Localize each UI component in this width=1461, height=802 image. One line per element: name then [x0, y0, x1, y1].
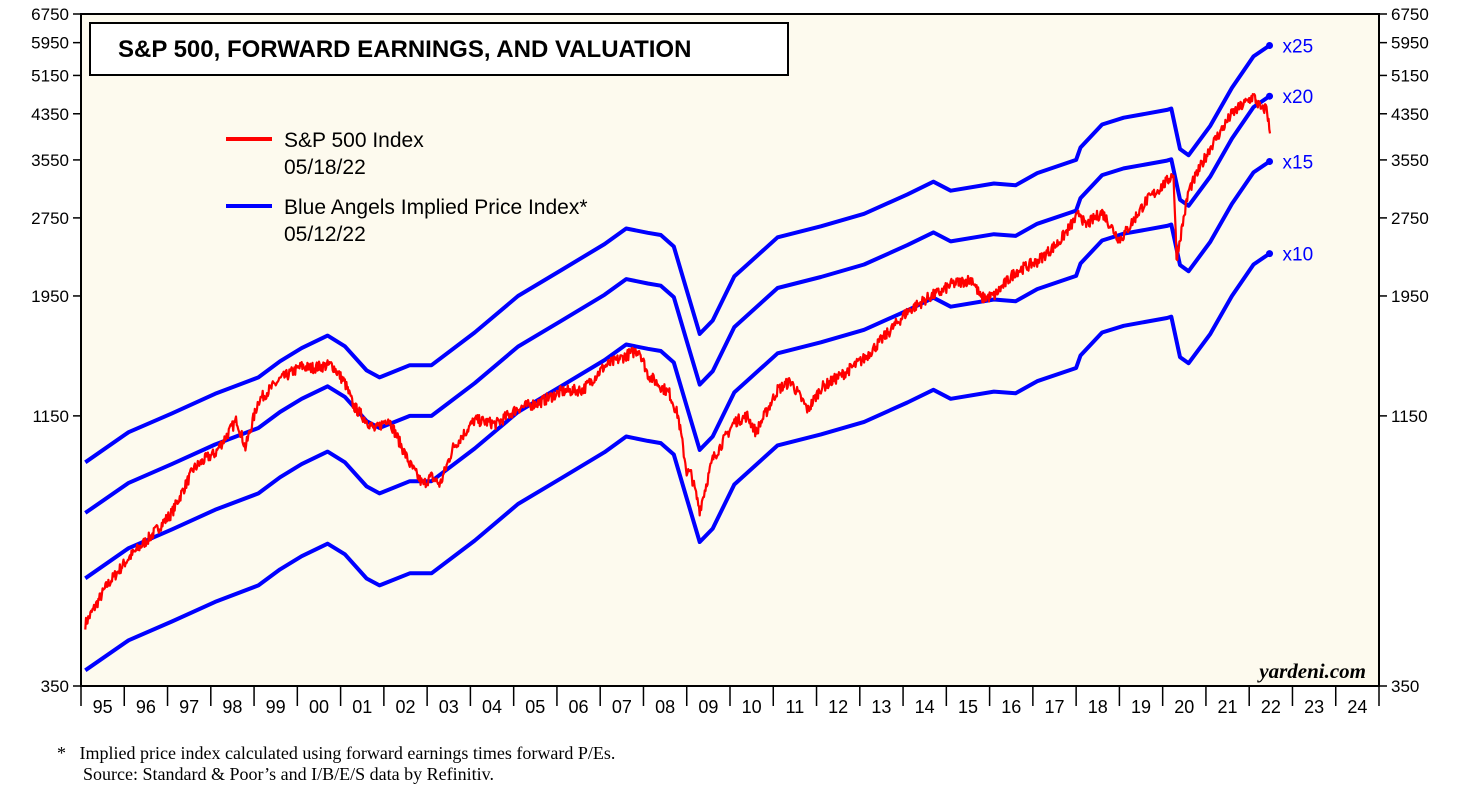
- x-tick-label: 23: [1304, 697, 1324, 717]
- y-tick-label-right: 3550: [1391, 151, 1429, 170]
- x-tick-label: 22: [1261, 697, 1281, 717]
- x-tick-label: 16: [1001, 697, 1021, 717]
- y-tick-label-right: 1950: [1391, 287, 1429, 306]
- y-tick-label-left: 2750: [31, 209, 69, 228]
- series-line-sp500: [84, 93, 1272, 630]
- y-tick-label-left: 5150: [31, 66, 69, 85]
- series-line-x20: [84, 94, 1271, 515]
- x-tick-label: 14: [915, 697, 935, 717]
- x-tick-label: 19: [1131, 697, 1151, 717]
- y-tick-label-right: 5950: [1391, 34, 1429, 53]
- x-tick-label: 99: [266, 697, 286, 717]
- x-tick-label: 09: [698, 697, 718, 717]
- legend: S&P 500 Index 05/18/22 Blue Angels Impli…: [226, 129, 588, 246]
- x-tick-label: 04: [482, 697, 502, 717]
- y-tick-label-left: 1950: [31, 287, 69, 306]
- x-tick-label: 06: [569, 697, 589, 717]
- chart-canvas: 350 350 1150 1150 1950 1950 2750 2750 3550 3550 43…: [31, 5, 1429, 717]
- series-line-x10: [84, 251, 1271, 672]
- axis-ticks: [73, 13, 1387, 706]
- title-box: S&P 500, FORWARD EARNINGS, AND VALUATION: [89, 22, 789, 76]
- chart-title: S&P 500, FORWARD EARNINGS, AND VALUATION: [118, 36, 691, 63]
- y-tick-label-left: 350: [41, 677, 69, 696]
- multiplier-label-x20: x20: [1283, 87, 1314, 108]
- y-tick-label-right: 350: [1391, 677, 1419, 696]
- x-tick-label: 95: [93, 697, 113, 717]
- x-tick-label: 13: [871, 697, 891, 717]
- series-end-x25: [1266, 42, 1274, 50]
- x-tick-label: 20: [1174, 697, 1194, 717]
- y-tick-label-right: 1150: [1391, 407, 1428, 426]
- footnote-text: Implied price index calculated using for…: [79, 743, 616, 763]
- y-tick-label-right: 2750: [1391, 209, 1429, 228]
- series-lines: [84, 42, 1274, 672]
- series-line-x25: [84, 43, 1271, 464]
- series-end-x10: [1266, 250, 1274, 258]
- source-watermark: yardeni.com: [1256, 659, 1366, 683]
- x-tick-label: 12: [828, 697, 848, 717]
- legend-date-blue-angels: 05/12/22: [284, 223, 366, 246]
- legend-label-blue-angels: Blue Angels Implied Price Index*: [284, 196, 588, 219]
- x-tick-label: 05: [525, 697, 545, 717]
- x-tick-label: 01: [352, 697, 372, 717]
- x-tick-label: 18: [1088, 697, 1108, 717]
- plot-area: [80, 13, 1380, 687]
- y-tick-label-right: 4350: [1391, 105, 1429, 124]
- multiplier-label-x15: x15: [1283, 153, 1314, 174]
- series-line-x15: [84, 159, 1271, 580]
- x-tick-label: 03: [439, 697, 459, 717]
- x-tick-label: 08: [655, 697, 675, 717]
- x-tick-label: 24: [1347, 697, 1367, 717]
- x-tick-label: 15: [958, 697, 978, 717]
- y-tick-label-right: 6750: [1391, 5, 1429, 24]
- x-tick-label: 00: [309, 697, 329, 717]
- y-tick-label-left: 3550: [31, 151, 69, 170]
- footnote-line-1: * Implied price index calculated using f…: [57, 743, 615, 763]
- series-end-x15: [1266, 158, 1274, 166]
- multiplier-labels: x25 x20 x15 x10: [1283, 37, 1314, 266]
- series-end-x20: [1266, 92, 1274, 100]
- x-tick-label: 96: [136, 697, 156, 717]
- x-tick-label: 98: [222, 697, 242, 717]
- y-tick-label-left: 5950: [31, 34, 69, 53]
- y-tick-label-left: 6750: [31, 5, 69, 24]
- x-tick-label: 07: [612, 697, 632, 717]
- x-tick-label: 11: [786, 697, 805, 717]
- legend-date-sp500: 05/18/22: [284, 156, 366, 179]
- footnote-source: Source: Standard & Poor’s and I/B/E/S da…: [83, 764, 494, 784]
- y-tick-label-left: 4350: [31, 105, 69, 124]
- legend-label-sp500: S&P 500 Index: [284, 129, 424, 152]
- footnote-marker: *: [57, 743, 66, 763]
- multiplier-label-x25: x25: [1283, 37, 1314, 58]
- y-axis-labels: 350 350 1150 1150 1950 1950 2750 2750 3550 3550 43…: [31, 5, 1429, 696]
- x-tick-label: 21: [1218, 697, 1238, 717]
- x-tick-label: 10: [742, 697, 762, 717]
- x-axis-labels: 95 96 97 98 99 00 01 02 03 04 05 06 07 08 09 10 11 12 13 14…: [93, 697, 1368, 717]
- multiplier-label-x10: x10: [1283, 245, 1314, 266]
- x-tick-label: 02: [395, 697, 415, 717]
- x-tick-label: 97: [179, 697, 199, 717]
- y-tick-label-right: 5150: [1391, 66, 1429, 85]
- y-tick-label-left: 1150: [32, 407, 69, 426]
- x-tick-label: 17: [1044, 697, 1064, 717]
